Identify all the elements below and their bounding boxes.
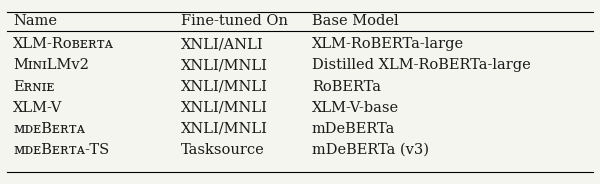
Text: XNLI/MNLI: XNLI/MNLI: [181, 59, 268, 72]
Text: Name: Name: [13, 14, 58, 28]
Text: ᴍᴅᴇBᴇʀᴛᴀ: ᴍᴅᴇBᴇʀᴛᴀ: [13, 122, 85, 136]
Text: XLM-Rᴏʙᴇʀᴛᴀ: XLM-Rᴏʙᴇʀᴛᴀ: [13, 37, 115, 51]
Text: Eʀɴɪᴇ: Eʀɴɪᴇ: [13, 80, 55, 94]
Text: RoBERTa: RoBERTa: [312, 80, 381, 94]
Text: XNLI/MNLI: XNLI/MNLI: [181, 122, 268, 136]
Text: mDeBERTa (v3): mDeBERTa (v3): [312, 143, 429, 157]
Text: XLM-V-base: XLM-V-base: [312, 101, 399, 115]
Text: XNLI/ANLI: XNLI/ANLI: [181, 37, 263, 51]
Text: Distilled XLM-RoBERTa-large: Distilled XLM-RoBERTa-large: [312, 59, 530, 72]
Text: mDeBERTa: mDeBERTa: [312, 122, 395, 136]
Text: MɪɴɪLMv2: MɪɴɪLMv2: [13, 59, 89, 72]
Text: Base Model: Base Model: [312, 14, 398, 28]
Text: XNLI/MNLI: XNLI/MNLI: [181, 101, 268, 115]
Text: XLM-RoBERTa-large: XLM-RoBERTa-large: [312, 37, 464, 51]
Text: XNLI/MNLI: XNLI/MNLI: [181, 80, 268, 94]
Text: ᴍᴅᴇBᴇʀᴛᴀ-TS: ᴍᴅᴇBᴇʀᴛᴀ-TS: [13, 143, 110, 157]
Text: Fine-tuned On: Fine-tuned On: [181, 14, 287, 28]
Text: Tasksource: Tasksource: [181, 143, 265, 157]
Text: XLM-V: XLM-V: [13, 101, 63, 115]
